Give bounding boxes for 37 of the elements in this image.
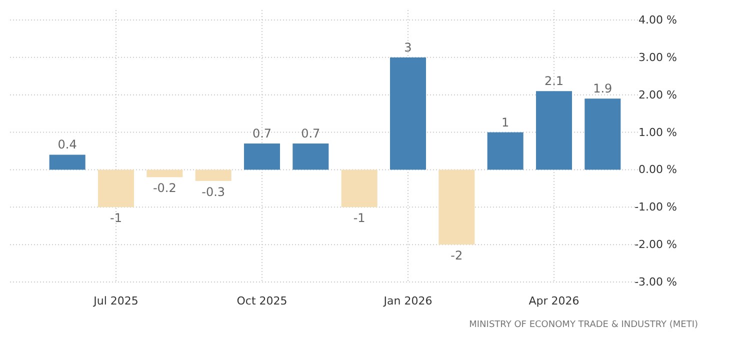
bar — [584, 98, 621, 170]
data-label: 1 — [502, 115, 510, 130]
bar — [438, 170, 475, 245]
y-tick-label: 1.00 % — [638, 126, 677, 139]
y-tick-label: 0.00 % — [638, 163, 677, 176]
x-tick-label: Jan 2026 — [382, 294, 432, 308]
data-label: -0.2 — [152, 181, 176, 196]
bar — [146, 170, 183, 178]
bar — [98, 170, 134, 208]
x-tick-label: Oct 2025 — [236, 294, 288, 308]
bar — [536, 91, 572, 170]
y-tick-label: 2.00 % — [638, 88, 677, 102]
data-label: 0.4 — [58, 138, 77, 152]
data-label: 0.7 — [301, 126, 320, 141]
data-label: 1.9 — [593, 82, 612, 96]
data-label: 2.1 — [544, 74, 564, 88]
data-label: 0.7 — [252, 126, 272, 141]
data-label: -1 — [353, 211, 366, 226]
bar — [244, 144, 280, 170]
y-tick-label: 3.00 % — [638, 50, 677, 64]
bar — [292, 144, 329, 170]
bar — [195, 170, 232, 181]
y-tick-label: -3.00 % — [634, 276, 677, 289]
y-tick-label: -2.00 % — [634, 238, 677, 252]
x-tick-label: Apr 2026 — [528, 294, 580, 308]
data-label: -2 — [450, 248, 463, 263]
data-label: -1 — [110, 211, 122, 226]
bar — [341, 170, 378, 208]
y-tick-label: -1.00 % — [634, 200, 677, 214]
x-tick-label: Jul 2025 — [92, 294, 138, 308]
text: MINISTRY OF ECONOMY TRADE & INDUSTRY (METI) — [469, 320, 698, 330]
data-label: 3 — [404, 40, 412, 54]
bar — [390, 57, 426, 170]
bar — [49, 154, 86, 170]
data-label: -0.3 — [202, 184, 226, 199]
y-tick-label: 4.00 % — [638, 14, 677, 27]
bar — [487, 132, 524, 170]
